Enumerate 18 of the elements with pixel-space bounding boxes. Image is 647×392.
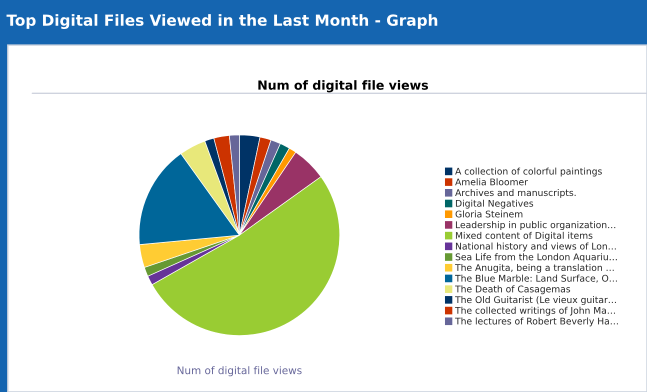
legend-label: Sea Life from the London Aquariu… <box>456 253 617 262</box>
legend-label: Amelia Bloomer <box>455 178 528 186</box>
legend-label: The collected writings of John Ma… <box>455 306 615 316</box>
legend-label: The Anugita, being a translation … <box>455 264 614 273</box>
text: Num of digital file views <box>178 366 302 376</box>
legend-label: Leadership in public organization… <box>456 221 616 230</box>
legend-label: The Old Guitarist (Le vieux guitar… <box>455 296 616 305</box>
chart-subtitle: Num of digital file views <box>258 80 428 92</box>
legend-label: The lectures of Robert Beverly Ha… <box>455 317 618 326</box>
legend-label: National history and views of Lon… <box>456 242 616 252</box>
legend-label: The Blue Marble: Land Surface, O… <box>455 274 617 283</box>
legend-label: Mixed content of Digital items <box>456 232 592 241</box>
legend-label: A collection of colorful paintings <box>455 168 602 176</box>
chart-title: Top Digital Files Viewed in the Last Month - Graph <box>6 14 438 30</box>
legend-label: Gloria Steinem <box>456 210 522 218</box>
legend-label: Archives and manuscripts. <box>455 188 576 198</box>
legend-label: The Death of Casagemas <box>455 285 570 294</box>
legend-label: Digital Negatives <box>456 200 534 209</box>
